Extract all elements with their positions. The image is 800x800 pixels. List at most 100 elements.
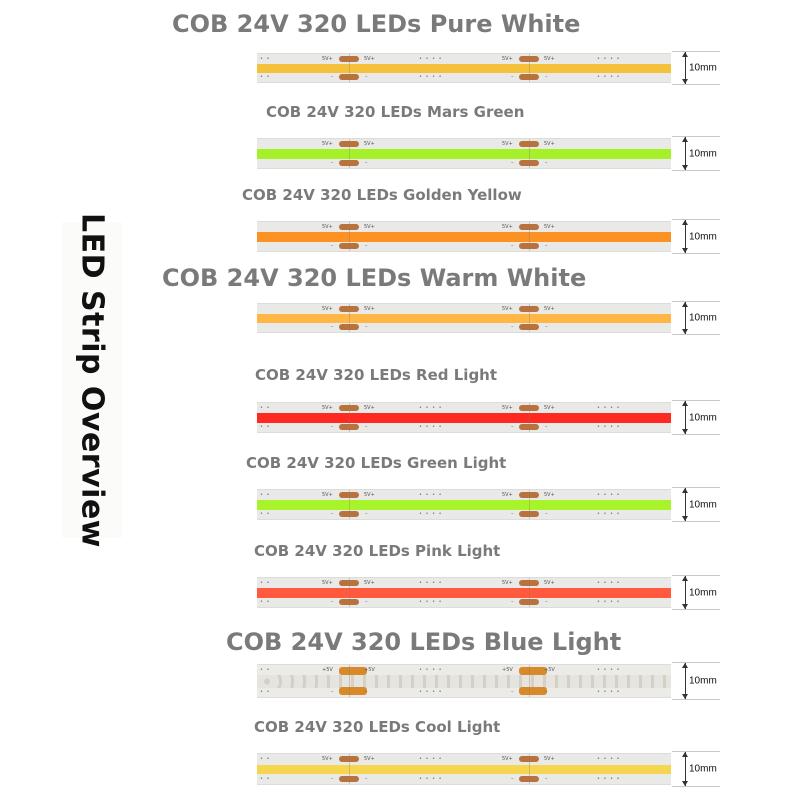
- double-arrow-icon: [682, 663, 688, 699]
- width-dimension: 10mm: [672, 136, 728, 171]
- cut-line: [529, 304, 530, 332]
- marker-dots: • • • •: [597, 424, 621, 430]
- pad-label-negative: –: [365, 324, 368, 330]
- dimension-line: [672, 51, 720, 52]
- marker-dots: • • • •: [597, 405, 621, 411]
- dimension-label: 10mm: [689, 763, 717, 775]
- marker-dots: • •: [260, 405, 271, 411]
- solder-pad-positive: [339, 492, 359, 498]
- solder-pad-negative: [339, 160, 359, 166]
- pad-label-negative: –: [545, 74, 548, 80]
- pad-label-negative: –: [365, 689, 368, 695]
- solder-pad-positive: [339, 405, 359, 411]
- led-strip-image: 5V+ 5V+ – – 5V+ 5V+ – – • • • • • • • • • • • • • • …: [257, 53, 671, 83]
- width-dimension: 10mm: [672, 662, 728, 700]
- led-emitting-band: [257, 314, 671, 324]
- pad-label-negative: –: [365, 511, 368, 517]
- pad-label-positive: 5V+: [364, 492, 375, 498]
- pad-label-positive: 5V+: [544, 224, 555, 230]
- marker-dots: • •: [260, 776, 271, 782]
- solder-pad-negative: [519, 687, 547, 695]
- dimension-label: 10mm: [689, 62, 717, 74]
- led-strip-image: 5V+ 5V+ – – 5V+ 5V+ – – • • • • • • • • • • • • • • …: [257, 577, 671, 608]
- width-dimension: 10mm: [672, 301, 728, 335]
- cut-line: [349, 54, 350, 82]
- cut-line: [529, 578, 530, 607]
- pad-label-negative: –: [331, 776, 334, 782]
- marker-dots: • • • •: [597, 667, 621, 673]
- marker-dots: • • • •: [419, 776, 443, 782]
- double-arrow-icon: [682, 488, 688, 521]
- solder-pad-positive: [519, 405, 539, 411]
- strip-title: COB 24V 320 LEDs Pink Light: [254, 542, 501, 560]
- led-emitting-band: [257, 232, 671, 242]
- marker-dots: • •: [260, 599, 271, 605]
- solder-pad-negative: [519, 243, 539, 249]
- solder-pad-positive: [339, 306, 359, 312]
- pad-label-positive: 5V+: [502, 141, 513, 147]
- solder-pad-positive: [339, 224, 359, 230]
- pad-label-positive: 5V+: [364, 306, 375, 312]
- solder-pad-positive: [519, 756, 539, 762]
- solder-pad-negative: [519, 74, 539, 80]
- marker-dots: • • • •: [419, 511, 443, 517]
- dimension-line: [672, 84, 720, 85]
- dimension-line: [672, 434, 720, 435]
- marker-dots: • • • •: [419, 56, 443, 62]
- solder-pad-negative: [339, 243, 359, 249]
- pad-label-negative: –: [545, 160, 548, 166]
- solder-pad-positive: [339, 56, 359, 62]
- solder-pad-negative: [339, 324, 359, 330]
- pad-label-negative: –: [511, 74, 514, 80]
- cut-line: [529, 754, 530, 784]
- pad-label-negative: –: [331, 599, 334, 605]
- pad-label-positive: 5V+: [544, 580, 555, 586]
- pad-label-positive: 5V+: [364, 224, 375, 230]
- strip-title: COB 24V 320 LEDs Golden Yellow: [242, 186, 522, 204]
- pad-label-positive: 5V+: [364, 580, 375, 586]
- pad-label-positive: 5V+: [544, 492, 555, 498]
- marker-dots: • •: [260, 580, 271, 586]
- marker-dots: • • • •: [419, 667, 443, 673]
- dimension-line: [672, 487, 720, 488]
- dimension-line: [672, 786, 720, 787]
- pad-label-positive: 5V+: [322, 405, 333, 411]
- width-dimension: 10mm: [672, 400, 728, 435]
- pad-label-negative: –: [545, 599, 548, 605]
- double-arrow-icon: [682, 52, 688, 84]
- strip-title: COB 24V 320 LEDs Mars Green: [266, 103, 525, 121]
- pad-label-positive: 5V+: [544, 306, 555, 312]
- solder-pad-negative: [339, 599, 359, 605]
- pad-label-negative: –: [365, 74, 368, 80]
- strip-title: COB 24V 320 LEDs Blue Light: [226, 628, 622, 656]
- width-dimension: 10mm: [672, 487, 728, 522]
- solder-pad-negative: [339, 424, 359, 430]
- dimension-line: [672, 662, 720, 663]
- pad-label-negative: –: [511, 599, 514, 605]
- dimension-label: 10mm: [689, 312, 717, 324]
- dimension-line: [672, 521, 720, 522]
- double-arrow-icon: [682, 302, 688, 334]
- marker-dots: • • • •: [597, 776, 621, 782]
- cut-line: [349, 490, 350, 519]
- cut-line: [349, 578, 350, 607]
- dimension-label: 10mm: [689, 675, 717, 687]
- marker-dots: • • • •: [597, 599, 621, 605]
- dimension-line: [672, 136, 720, 137]
- double-arrow-icon: [682, 401, 688, 434]
- solder-pad-negative: [519, 599, 539, 605]
- marker-dots: • • • •: [419, 580, 443, 586]
- dimension-line: [672, 219, 720, 220]
- solder-pad-negative: [339, 687, 367, 695]
- pad-label-negative: –: [511, 160, 514, 166]
- led-emitting-band: [257, 64, 671, 74]
- pad-label-positive: +5V: [364, 667, 375, 673]
- pad-label-negative: –: [545, 511, 548, 517]
- dimension-line: [672, 400, 720, 401]
- pad-label-negative: –: [331, 243, 334, 249]
- side-title: LED Strip Overview: [74, 212, 110, 548]
- led-strip-image: 5V+ 5V+ – – 5V+ 5V+ – – • • • • • • • • • • • • • • …: [257, 753, 671, 785]
- marker-dots: • • • •: [597, 580, 621, 586]
- pad-label-negative: –: [365, 243, 368, 249]
- pad-label-negative: –: [331, 160, 334, 166]
